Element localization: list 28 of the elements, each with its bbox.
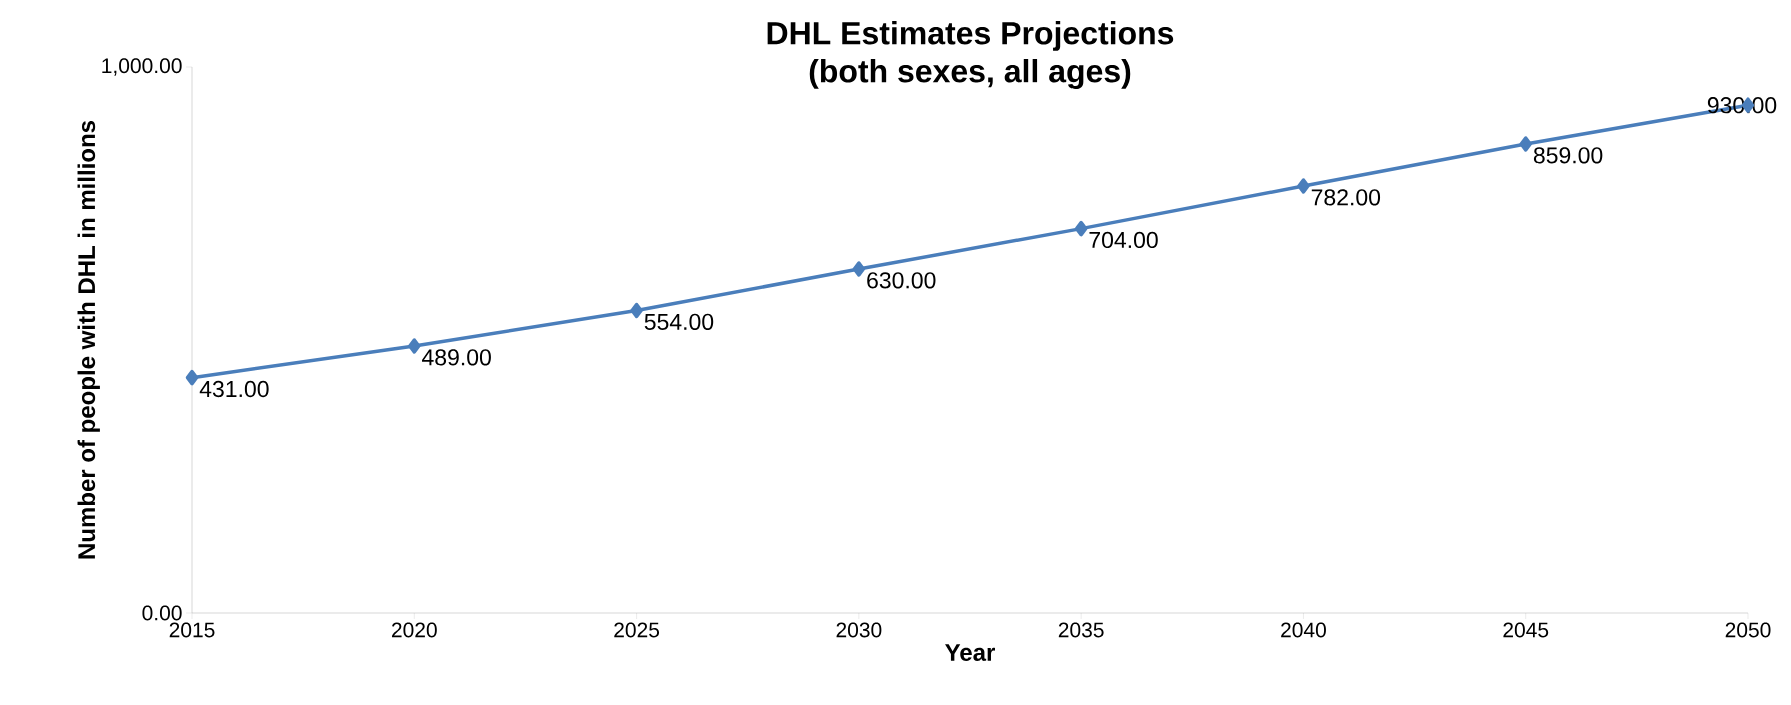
point (408, 338, 421, 354)
chart-subtitle: (both sexes, all ages) (809, 59, 1131, 89)
x-tick-label: 2050 (1725, 622, 1771, 638)
point (852, 261, 866, 277)
data-label: 489.00 (422, 349, 491, 366)
data-label: 859.00 (1533, 147, 1603, 164)
x-tick-label: 2030 (836, 622, 882, 638)
point (1297, 178, 1310, 194)
data-label: 554.00 (644, 313, 714, 330)
x-tick-label: 2040 (1281, 622, 1326, 638)
x-tick-label: 2045 (1503, 622, 1549, 638)
chart-title: DHL Estimates Projections (767, 21, 1174, 51)
x-tick-label: 2025 (614, 622, 660, 638)
data-label: 782.00 (1311, 189, 1381, 206)
x-tick-label: 2015 (169, 622, 215, 638)
y-tick-label: 0.00 (142, 605, 182, 621)
x-tick-label: 2035 (1058, 622, 1104, 638)
point (185, 369, 199, 386)
x-tick-label: 2020 (391, 622, 437, 638)
data-label: 630.00 (867, 272, 936, 289)
x-axis-title: Year (945, 644, 995, 661)
point (1074, 220, 1088, 237)
point (1519, 136, 1532, 152)
y-tick-label: 1,000.00 (102, 58, 182, 76)
y-axis-title: Number of people with DHL in millions (77, 120, 100, 559)
data-label: 704.00 (1089, 231, 1158, 249)
data-label: 431.00 (199, 380, 269, 398)
point (630, 302, 643, 319)
